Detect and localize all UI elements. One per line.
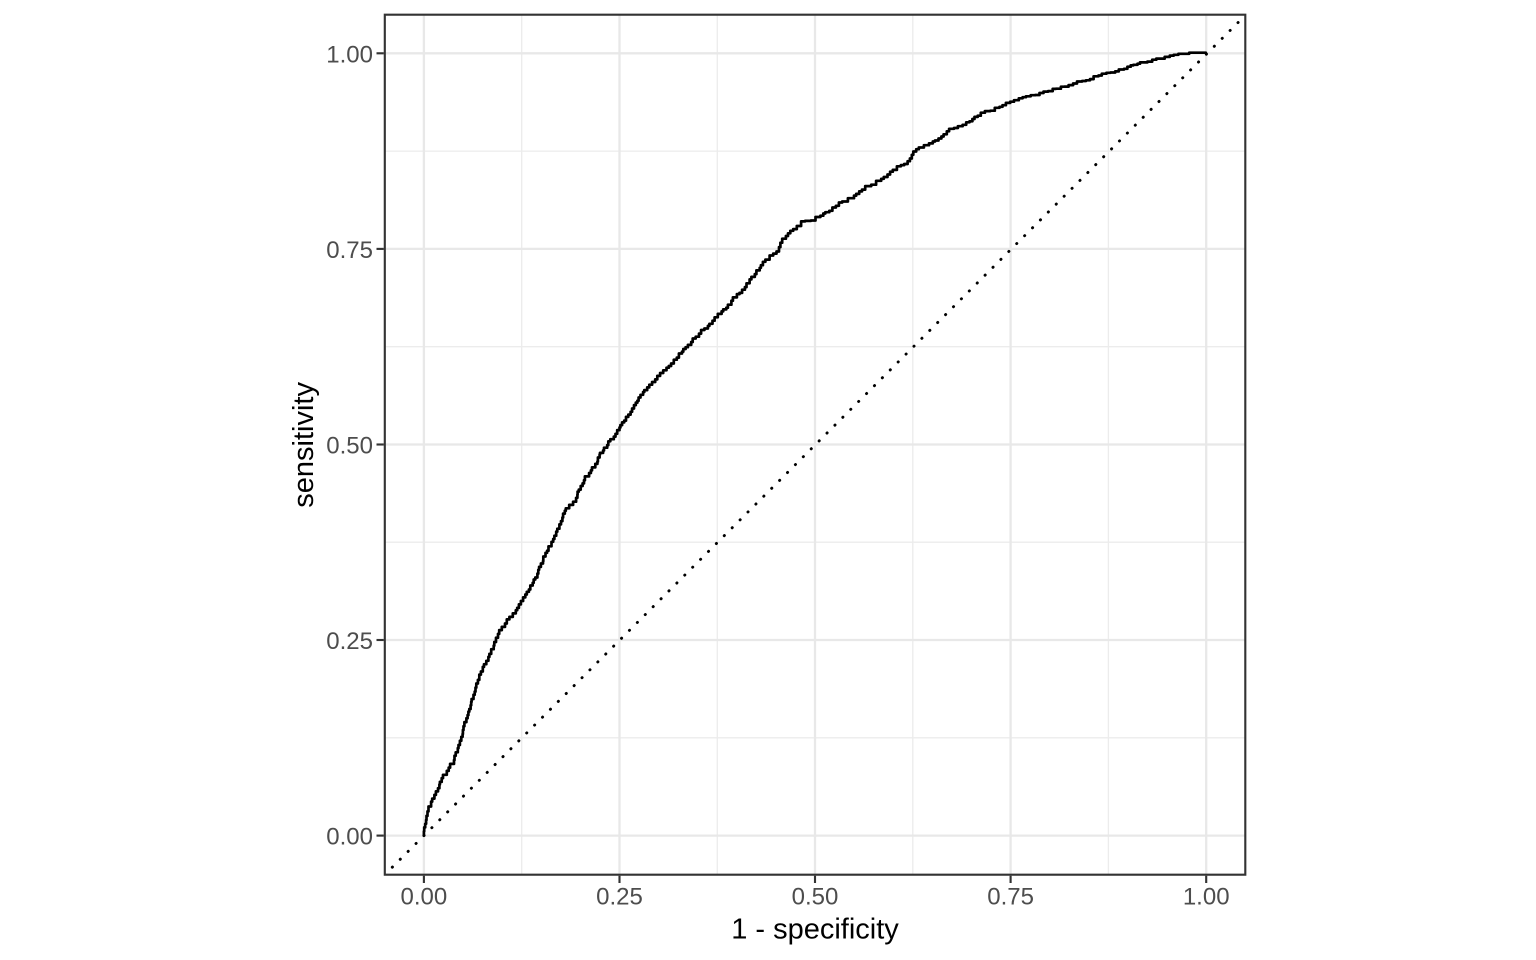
svg-text:0.50: 0.50: [326, 433, 373, 460]
svg-text:sensitivity: sensitivity: [288, 382, 320, 508]
svg-text:0.25: 0.25: [596, 884, 643, 911]
svg-text:0.00: 0.00: [401, 884, 448, 911]
svg-text:0.50: 0.50: [792, 884, 839, 911]
svg-text:1 - specificity: 1 - specificity: [731, 914, 899, 946]
svg-text:1.00: 1.00: [326, 41, 373, 68]
svg-text:1.00: 1.00: [1183, 884, 1230, 911]
svg-text:0.25: 0.25: [326, 628, 373, 655]
svg-text:0.00: 0.00: [326, 824, 373, 851]
svg-text:0.75: 0.75: [326, 237, 373, 264]
svg-text:0.75: 0.75: [987, 884, 1034, 911]
